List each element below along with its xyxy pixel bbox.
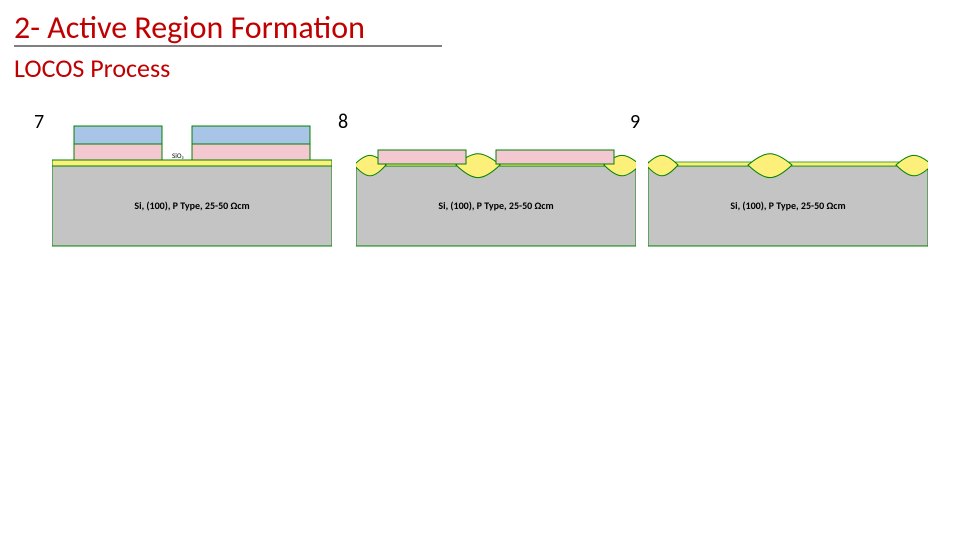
step-number-7: 7 (34, 110, 44, 134)
title-underline (0, 0, 960, 60)
svg-text:Si, (100), P Type, 25-50 Ωcm: Si, (100), P Type, 25-50 Ωcm (438, 199, 553, 212)
diagram-step-9: Si, (100), P Type, 25-50 Ωcm (648, 110, 928, 260)
step-number-8: 8 (338, 110, 348, 134)
svg-text:Si, (100), P Type, 25-50 Ωcm: Si, (100), P Type, 25-50 Ωcm (134, 199, 249, 212)
slide-subtitle: LOCOS Process (14, 52, 170, 84)
svg-text:SiO₂: SiO₂ (172, 151, 184, 160)
svg-text:Si, (100), P Type, 25-50 Ωcm: Si, (100), P Type, 25-50 Ωcm (730, 199, 845, 212)
diagram-step-7: Si, (100), P Type, 25-50 Ωcm SiO₂ (52, 110, 332, 260)
diagram-step-8: Si, (100), P Type, 25-50 Ωcm (356, 110, 636, 260)
